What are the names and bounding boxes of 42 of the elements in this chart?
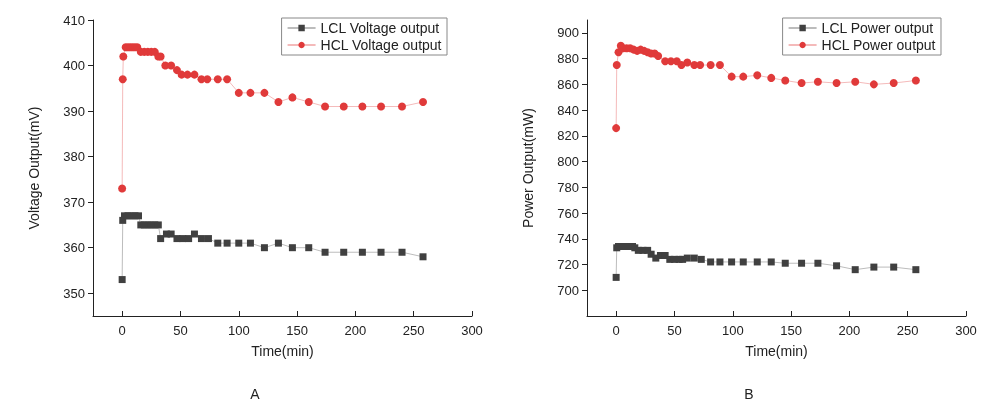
x-tick-label: 50	[173, 323, 188, 338]
y-tick-label: 740	[557, 231, 579, 247]
y-tick-label: 760	[557, 205, 579, 221]
legend-label: HCL Power output	[821, 37, 936, 53]
y-tick-label: 780	[557, 179, 579, 195]
y-tick-label: 900	[557, 25, 579, 41]
x-tick-label: 250	[896, 323, 919, 338]
y-tick-label: 400	[63, 58, 85, 74]
y-tick-label: 370	[63, 194, 85, 210]
y-tick-label: 390	[63, 103, 85, 119]
x-tick-label: 100	[721, 323, 744, 338]
x-tick-label: 250	[402, 323, 425, 338]
y-tick-label: 350	[63, 285, 85, 301]
x-tick-label: 200	[838, 323, 861, 338]
y-tick-label: 380	[63, 149, 85, 165]
legend-label: HCL Voltage output	[320, 37, 442, 53]
text: A	[250, 386, 261, 402]
y-tick-label: 880	[557, 51, 579, 67]
y-tick-label: 840	[557, 102, 579, 118]
y-tick-label: 800	[557, 154, 579, 170]
x-tick-label: 0	[612, 323, 620, 338]
y-axis-title: Power Output(mW)	[520, 108, 536, 228]
text: B	[744, 386, 754, 402]
y-axis-title: Voltage Output(mV)	[26, 106, 42, 230]
x-tick-label: 300	[955, 323, 977, 338]
x-tick-label: 200	[344, 323, 367, 338]
x-tick-label: 150	[780, 323, 802, 338]
x-tick-label: 50	[667, 323, 682, 338]
x-tick-label: 0	[118, 323, 126, 338]
x-tick-label: 150	[286, 323, 308, 338]
legend-label: LCL Voltage output	[320, 20, 440, 36]
x-axis-title: Time(min)	[745, 343, 808, 359]
y-tick-label: 410	[63, 12, 85, 28]
y-tick-label: 820	[557, 128, 579, 144]
legend-label: LCL Power output	[821, 20, 934, 36]
y-tick-label: 860	[557, 76, 579, 92]
x-tick-label: 300	[461, 323, 483, 338]
y-tick-label: 360	[63, 240, 85, 256]
y-tick-label: 720	[557, 257, 579, 273]
y-tick-label: 700	[557, 282, 579, 298]
x-axis-title: Time(min)	[251, 343, 314, 359]
x-tick-label: 100	[227, 323, 250, 338]
